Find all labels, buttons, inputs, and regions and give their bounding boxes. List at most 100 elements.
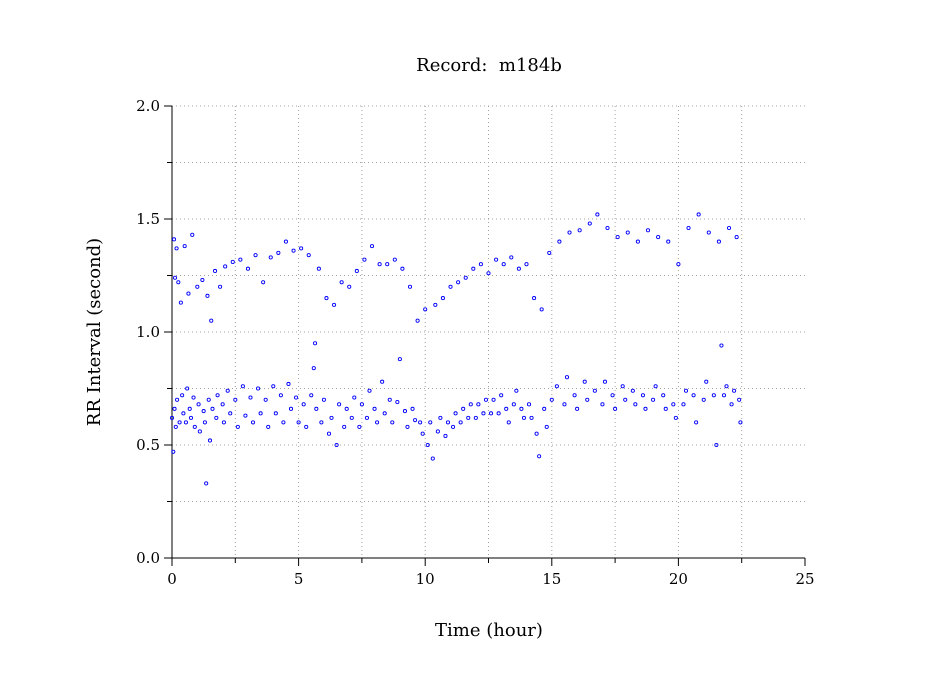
data-point [204, 481, 209, 486]
data-point [210, 406, 215, 411]
data-point [473, 415, 478, 420]
data-point [613, 406, 618, 411]
data-point [734, 235, 739, 240]
data-point [499, 393, 504, 398]
data-point [173, 424, 178, 429]
data-point [195, 284, 200, 289]
data-point [367, 388, 372, 393]
data-point [663, 406, 668, 411]
data-point [313, 341, 318, 346]
data-point [186, 291, 191, 296]
data-point [283, 239, 288, 244]
data-point [207, 438, 213, 443]
data-point [605, 225, 610, 231]
data-point [491, 397, 496, 402]
data-point [724, 384, 729, 389]
data-point [448, 284, 453, 289]
data-point [623, 397, 628, 402]
data-point [504, 406, 509, 411]
data-point [281, 420, 286, 425]
data-point [362, 257, 367, 262]
data-point [347, 284, 352, 289]
data-point [738, 420, 743, 425]
data-point [468, 402, 473, 407]
y-tick-label: 0.0 [136, 549, 160, 567]
data-point [729, 402, 734, 407]
data-point [288, 406, 294, 411]
data-point [676, 262, 681, 267]
data-point [205, 293, 210, 298]
data-point [314, 406, 319, 411]
data-point [309, 393, 314, 398]
data-point [458, 420, 463, 425]
data-point [537, 454, 542, 459]
data-point [516, 266, 521, 271]
data-point [311, 366, 316, 371]
data-point [230, 259, 235, 264]
data-point [250, 420, 256, 425]
data-point [478, 262, 483, 267]
data-point [286, 381, 291, 387]
data-point [585, 397, 590, 402]
data-point [178, 300, 183, 305]
data-point [405, 424, 410, 429]
data-point [220, 402, 225, 407]
data-point [691, 393, 696, 398]
data-point [451, 424, 456, 429]
data-point [180, 393, 185, 398]
data-point [337, 402, 342, 407]
data-point [726, 225, 732, 231]
data-point [542, 406, 547, 411]
data-point [301, 402, 306, 407]
data-point [344, 406, 349, 411]
data-point [413, 418, 418, 423]
x-tick-label: 15 [542, 570, 561, 588]
data-point [209, 318, 214, 323]
data-point [711, 393, 716, 398]
data-point [461, 406, 466, 411]
x-tick-label: 0 [167, 570, 177, 588]
data-point [182, 244, 187, 249]
data-point [453, 411, 458, 416]
data-point [339, 280, 344, 285]
data-point [261, 280, 266, 285]
data-point [620, 384, 625, 389]
data-point [526, 402, 532, 407]
data-point [407, 284, 413, 289]
data-point [572, 393, 577, 398]
data-point [721, 393, 727, 398]
data-point [519, 406, 524, 411]
data-point [567, 230, 572, 235]
data-point [653, 384, 658, 389]
data-point [602, 379, 608, 384]
data-point [176, 280, 181, 285]
data-point [174, 246, 179, 251]
data-point [385, 262, 390, 267]
data-point [463, 275, 468, 280]
data-point [577, 228, 582, 233]
data-point [191, 395, 196, 400]
y-tick-label: 2.0 [136, 97, 160, 115]
data-point [331, 302, 337, 307]
chart-title: Record: m184b [416, 55, 562, 76]
data-point [410, 406, 415, 411]
data-point [380, 379, 385, 384]
data-point [714, 442, 719, 448]
data-point [183, 420, 188, 425]
data-point [266, 424, 271, 429]
data-point [494, 257, 499, 262]
data-point [635, 239, 640, 244]
data-point [562, 402, 567, 407]
data-point [215, 393, 220, 398]
data-point [732, 388, 737, 393]
data-point [471, 266, 476, 271]
data-point [357, 424, 362, 429]
data-point [181, 411, 186, 416]
data-point [630, 388, 635, 393]
data-point [443, 433, 448, 439]
data-point [615, 235, 620, 240]
data-point [197, 429, 202, 434]
data-point [390, 420, 395, 425]
data-point [719, 343, 724, 348]
